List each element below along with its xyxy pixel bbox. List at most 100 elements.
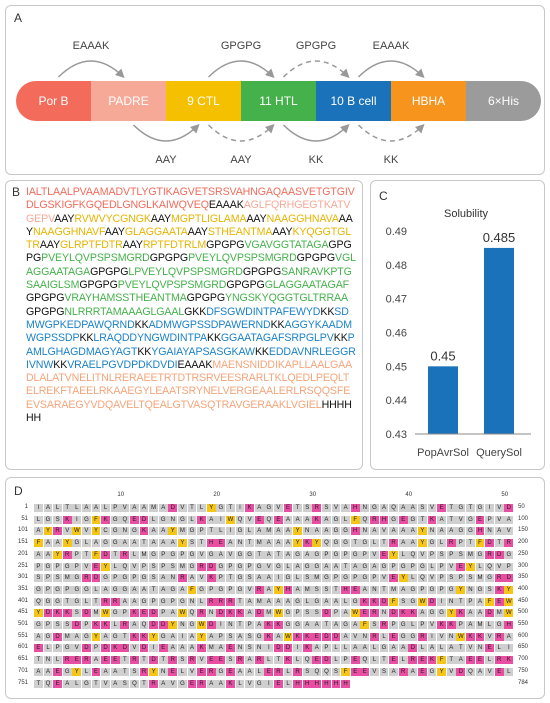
residue-cell: V [446, 667, 456, 676]
residue-cell: A [408, 667, 418, 676]
y-tick-label: 0.48 [386, 260, 407, 272]
residue-cell: L [197, 597, 206, 606]
residue-cell: S [312, 585, 322, 594]
residue-cell: N [446, 632, 456, 641]
residue-cell: V [245, 679, 254, 688]
sequence-segment: GPGPG [26, 239, 352, 265]
residue-cell: A [254, 574, 264, 583]
residue-cell: A [350, 644, 360, 653]
residue-cell: P [110, 504, 120, 512]
residue-cell: L [437, 644, 446, 653]
residue-cell: I [216, 515, 226, 524]
residue-cell: Y [418, 539, 427, 548]
residue-cell: P [418, 621, 427, 629]
row-start-label: 551 [17, 632, 28, 639]
residue-cell: G [331, 527, 341, 536]
residue-cell: P [197, 527, 206, 536]
residue-cell: M [264, 527, 274, 536]
residue-cell: A [322, 597, 331, 606]
residue-cell: P [389, 621, 398, 629]
residue-cell: G [418, 562, 427, 571]
panel-a: A Por B PADRE 9 CTL 11 HTL 10 B cell HBHA 6×Hi… [5, 5, 545, 175]
residue-cell: I [149, 644, 158, 653]
residue-cell: Y [178, 539, 187, 548]
residue-cell: T [34, 656, 43, 665]
residue-cell: G [293, 550, 302, 559]
sequence-segment: KK [134, 318, 149, 331]
sequence-segment: AAY [272, 225, 293, 238]
residue-cell: G [82, 679, 91, 688]
residue-cell: P [437, 585, 446, 594]
residue-cell: D [53, 632, 62, 641]
residue-cell: Q [187, 609, 197, 618]
residue-cell: P [72, 562, 82, 571]
residue-cell: P [43, 574, 53, 583]
segment-5 [316, 81, 391, 121]
residue-cell: G [398, 632, 408, 641]
residue-cell: V [446, 562, 456, 571]
residue-cell: H [293, 679, 302, 688]
residue-cell: F [389, 597, 398, 606]
residue-cell: L [331, 656, 341, 665]
residue-cell: G [293, 621, 302, 629]
residue-cell: E [53, 679, 62, 688]
residue-cell: G [139, 597, 149, 606]
category-label: QuerySol [476, 447, 522, 459]
residue-cell: Q [418, 574, 427, 583]
residue-cell: E [379, 550, 389, 559]
residue-cell: R [149, 679, 158, 688]
residue-cell: K [235, 609, 245, 618]
residue-cell: L [197, 504, 206, 512]
sequence-segment: EAAAK [177, 358, 213, 371]
residue-cell: T [293, 504, 302, 512]
residue-cell: L [43, 644, 53, 653]
residue-cell: V [456, 515, 466, 524]
residue-cell: A [245, 609, 254, 618]
sequence-segment: KK [206, 332, 221, 345]
residue-cell: A [254, 504, 264, 512]
residue-cell: G [197, 585, 206, 594]
residue-cell: T [139, 656, 149, 665]
residue-cell: G [446, 585, 456, 594]
residue-cell: S [53, 621, 62, 629]
residue-cell: E [216, 656, 226, 665]
residue-cell: E [389, 574, 398, 583]
residue-cell: Y [53, 550, 62, 559]
row-start-label: 601 [17, 644, 28, 651]
residue-cell: D [139, 515, 149, 524]
residue-cell: V [130, 562, 139, 571]
residue-cell: L [485, 656, 494, 665]
residue-cell: Y [168, 621, 178, 629]
residue-cell: E [389, 656, 398, 665]
residue-cell: T [446, 515, 456, 524]
residue-cell: A [226, 539, 235, 548]
segment-label-3: 9 CTL [187, 94, 220, 108]
residue-cell: P [158, 562, 168, 571]
residue-cell: G [216, 667, 226, 676]
residue-cell: D [322, 656, 331, 665]
residue-cell: L [427, 562, 437, 571]
residue-cell: L [110, 621, 120, 629]
residue-cell: A [370, 527, 379, 536]
residue-cell: W [178, 609, 187, 618]
residue-cell: T [226, 504, 235, 512]
residue-cell: K [62, 609, 72, 618]
residue-cell: N [254, 644, 264, 653]
residue-cell: L [91, 585, 101, 594]
residue-cell: Y [34, 609, 43, 618]
residue-cell: L [34, 515, 43, 524]
residue-cell: A [130, 621, 139, 629]
residue-cell: A [302, 621, 312, 629]
residue-cell: Q [322, 667, 331, 676]
residue-cell: L [82, 667, 91, 676]
sequence-segment: GPGPG [226, 279, 265, 292]
residue-cell: N [427, 527, 437, 536]
residue-cell: N [485, 527, 494, 536]
sequence-segment: MGPTLIGLAMA [171, 212, 247, 225]
residue-cell: S [379, 667, 389, 676]
residue-cell: T [350, 539, 360, 548]
residue-cell: A [178, 644, 187, 653]
residue-cell: D [494, 550, 504, 559]
residue-cell: A [101, 585, 110, 594]
residue-cell: A [283, 527, 293, 536]
